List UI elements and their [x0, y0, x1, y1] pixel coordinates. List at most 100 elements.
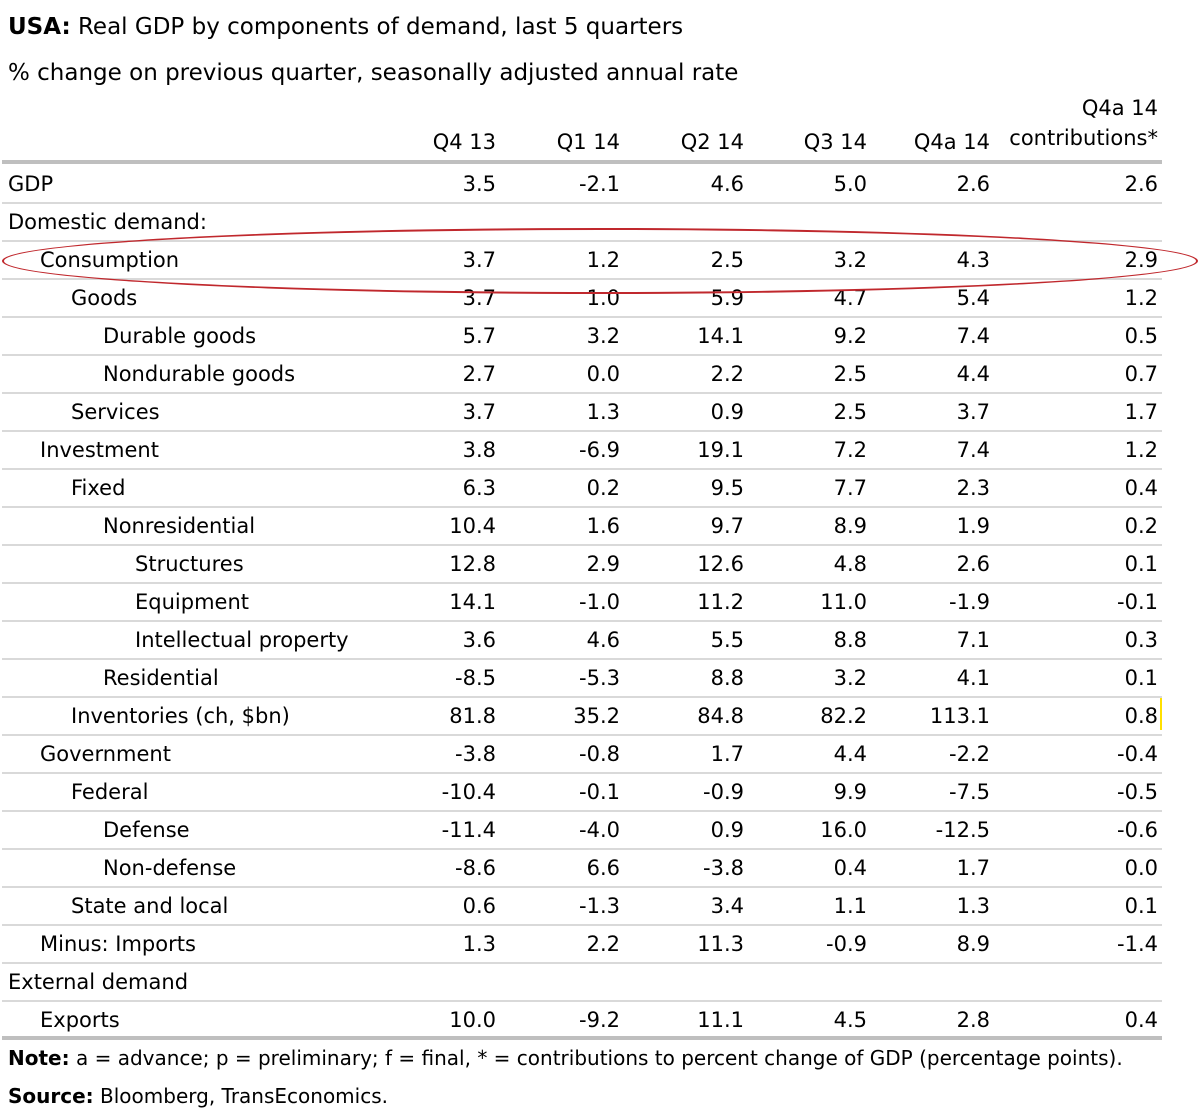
header-rule — [2, 160, 1162, 164]
cell-q4-13: 3.8 — [462, 438, 496, 462]
cell-q1-14: 1.6 — [586, 514, 620, 538]
cell-q2-14: 19.1 — [697, 438, 744, 462]
cell-q4a-14: 3.7 — [956, 400, 990, 424]
cell-q2-14: 3.4 — [710, 894, 744, 918]
cell-q1-14: 4.6 — [586, 628, 620, 652]
row-label: Nonresidential — [103, 514, 256, 538]
cell-q1-14: 0.0 — [586, 362, 620, 386]
row-label: Structures — [135, 552, 244, 576]
cell-q2-14: 1.7 — [710, 742, 744, 766]
table-row: Equipment 14.1 -1.0 11.2 11.0 -1.9 -0.1 — [0, 584, 1200, 622]
cell-q4a-14: 1.7 — [956, 856, 990, 880]
row-label: Inventories (ch, $bn) — [71, 704, 290, 728]
cell-contribution: 0.4 — [1124, 1008, 1158, 1032]
table-row: Residential -8.5 -5.3 8.8 3.2 4.1 0.1 — [0, 660, 1200, 698]
cell-q3-14: 82.2 — [820, 704, 867, 728]
cell-q4a-14: -12.5 — [935, 818, 990, 842]
cell-contribution: -0.1 — [1117, 590, 1158, 614]
cell-q4a-14: -2.2 — [949, 742, 990, 766]
row-divider — [2, 886, 1162, 888]
header-q2-14: Q2 14 — [680, 130, 744, 154]
cell-q1-14: 35.2 — [573, 704, 620, 728]
cell-contribution: 1.7 — [1124, 400, 1158, 424]
row-divider — [2, 1000, 1162, 1002]
cell-q4-13: 14.1 — [449, 590, 496, 614]
row-divider — [2, 582, 1162, 584]
row-divider — [2, 354, 1162, 356]
row-label: State and local — [71, 894, 229, 918]
row-divider — [2, 924, 1162, 926]
cell-q1-14: 2.9 — [586, 552, 620, 576]
cell-q4a-14: 1.3 — [956, 894, 990, 918]
row-label: Non-defense — [103, 856, 237, 880]
header-q4a-14: Q4a 14 — [913, 130, 990, 154]
cell-contribution: 1.2 — [1124, 438, 1158, 462]
cell-q4a-14: 7.4 — [956, 324, 990, 348]
cell-q3-14: 16.0 — [820, 818, 867, 842]
cell-q2-14: 4.6 — [710, 172, 744, 196]
cell-contribution: 0.1 — [1124, 666, 1158, 690]
table-row: Fixed 6.3 0.2 9.5 7.7 2.3 0.4 — [0, 470, 1200, 508]
cell-q1-14: -0.8 — [579, 742, 620, 766]
cell-q4-13: 81.8 — [449, 704, 496, 728]
cell-contribution: 0.0 — [1124, 856, 1158, 880]
cell-q2-14: 11.3 — [697, 932, 744, 956]
cell-q1-14: 3.2 — [586, 324, 620, 348]
cell-q1-14: 6.6 — [586, 856, 620, 880]
cell-q2-14: 11.1 — [697, 1008, 744, 1032]
cell-q1-14: 0.2 — [586, 476, 620, 500]
table-row: External demand — [0, 964, 1200, 1002]
table-row: Federal -10.4 -0.1 -0.9 9.9 -7.5 -0.5 — [0, 774, 1200, 812]
table-row: Minus: Imports 1.3 2.2 11.3 -0.9 8.9 -1.… — [0, 926, 1200, 964]
cell-contribution: 0.3 — [1124, 628, 1158, 652]
table-row: Nonresidential 10.4 1.6 9.7 8.9 1.9 0.2 — [0, 508, 1200, 546]
table-row: Exports 10.0 -9.2 11.1 4.5 2.8 0.4 — [0, 1002, 1200, 1040]
table-row: Investment 3.8 -6.9 19.1 7.2 7.4 1.2 — [0, 432, 1200, 470]
cell-q3-14: 4.4 — [833, 742, 867, 766]
cell-q4a-14: 2.6 — [956, 552, 990, 576]
cell-q4-13: 2.7 — [462, 362, 496, 386]
cell-q4-13: 3.6 — [462, 628, 496, 652]
cell-q2-14: 0.9 — [710, 818, 744, 842]
row-label: Residential — [103, 666, 219, 690]
cell-q3-14: 5.0 — [833, 172, 867, 196]
cell-contribution: -1.4 — [1117, 932, 1158, 956]
table-row: State and local 0.6 -1.3 3.4 1.1 1.3 0.1 — [0, 888, 1200, 926]
row-label: Intellectual property — [135, 628, 349, 652]
cell-q3-14: 3.2 — [833, 666, 867, 690]
cell-q3-14: 9.2 — [833, 324, 867, 348]
cell-q3-14: -0.9 — [826, 932, 867, 956]
cell-q4-13: 3.7 — [462, 400, 496, 424]
cell-q2-14: 0.9 — [710, 400, 744, 424]
header-q3-14: Q3 14 — [803, 130, 867, 154]
row-label: Nondurable goods — [103, 362, 296, 386]
row-divider — [2, 620, 1162, 622]
table-subtitle: % change on previous quarter, seasonally… — [8, 60, 739, 86]
cell-q4a-14: 2.3 — [956, 476, 990, 500]
cell-q4-13: -10.4 — [441, 780, 496, 804]
cell-q4-13: 10.4 — [449, 514, 496, 538]
cell-q4a-14: 113.1 — [929, 704, 990, 728]
row-label: External demand — [8, 970, 189, 994]
cell-q1-14: -6.9 — [579, 438, 620, 462]
row-divider — [2, 810, 1162, 812]
cell-q4a-14: -7.5 — [949, 780, 990, 804]
cell-q2-14: -0.9 — [703, 780, 744, 804]
cell-contribution: 0.5 — [1124, 324, 1158, 348]
row-label: Services — [71, 400, 160, 424]
cell-q1-14: -9.2 — [579, 1008, 620, 1032]
row-label: Federal — [71, 780, 149, 804]
cell-q1-14: -4.0 — [579, 818, 620, 842]
table-row: Nondurable goods 2.7 0.0 2.2 2.5 4.4 0.7 — [0, 356, 1200, 394]
row-divider — [2, 734, 1162, 736]
cell-q1-14: -1.0 — [579, 590, 620, 614]
table-bottom-rule — [2, 1036, 1162, 1040]
cell-contribution: 2.6 — [1124, 172, 1158, 196]
row-divider — [2, 544, 1162, 546]
cell-q4a-14: 2.6 — [956, 172, 990, 196]
cell-q4a-14: 7.4 — [956, 438, 990, 462]
row-divider — [2, 772, 1162, 774]
cell-contribution: 0.2 — [1124, 514, 1158, 538]
cell-q1-14: -2.1 — [579, 172, 620, 196]
cell-q4a-14: -1.9 — [949, 590, 990, 614]
